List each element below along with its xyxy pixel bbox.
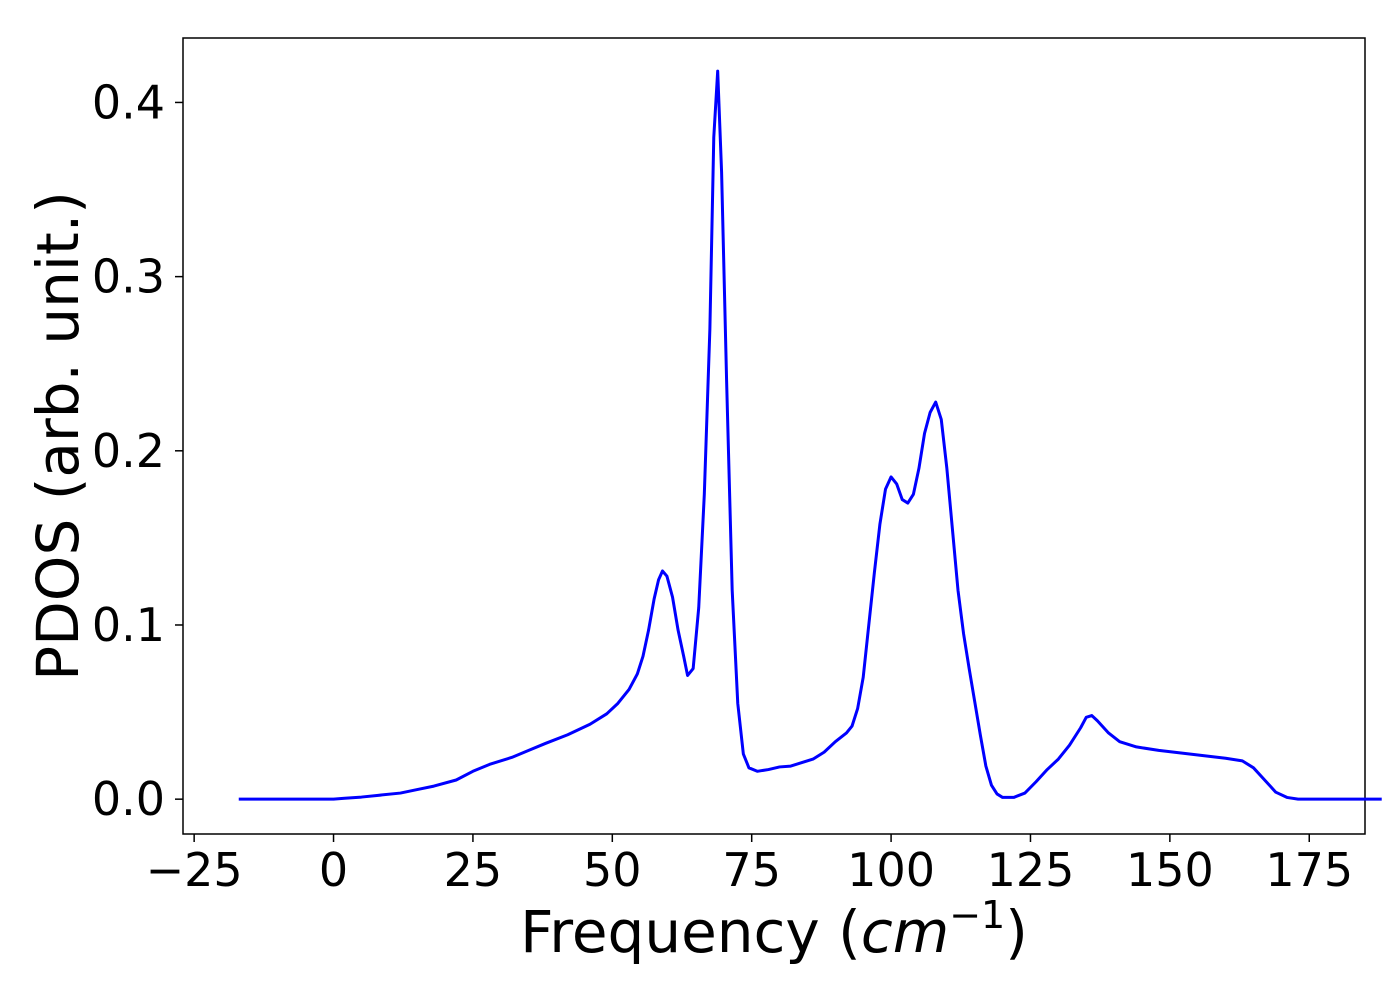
plot-area [182,37,1366,835]
y-tick-label: 0.4 [92,75,165,129]
pdos-series-line [238,69,1382,801]
x-tick-label: −25 [146,843,243,897]
x-tick-label: 75 [722,843,781,897]
y-tick-label: 0.0 [92,772,165,826]
x-axis-ticks: −25 0 25 50 75 100 125 150 175 [146,834,1353,897]
y-axis-ticks: 0.0 0.1 0.2 0.3 0.4 [92,75,183,826]
y-tick-label: 0.3 [92,250,165,304]
x-tick-label: 0 [319,843,348,897]
y-axis-title: PDOS (arb. unit.) [24,191,92,681]
x-axis-title: Frequency (cm−1) [520,893,1028,966]
y-tick-label: 0.2 [92,424,165,478]
x-tick-label: 125 [987,843,1075,897]
x-tick-label: 25 [444,843,503,897]
x-tick-label: 50 [583,843,642,897]
x-tick-label: 100 [847,843,935,897]
y-tick-label: 0.1 [92,598,165,652]
x-tick-label: 150 [1126,843,1214,897]
x-tick-label: 175 [1265,843,1353,897]
